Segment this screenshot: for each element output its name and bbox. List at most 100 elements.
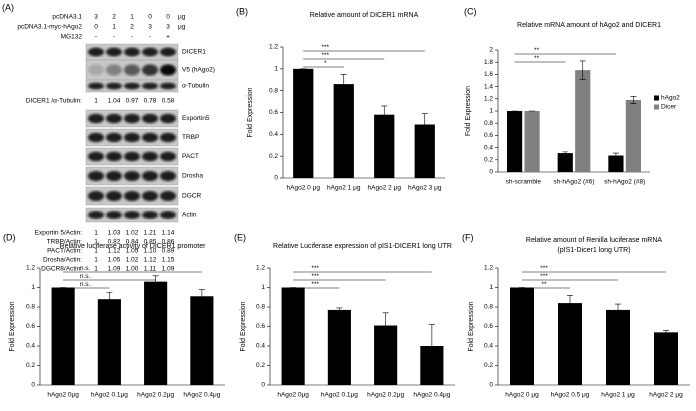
condition-unit: µg	[178, 14, 186, 21]
ratio-value: 1	[94, 248, 98, 255]
bar	[557, 153, 573, 172]
blot-band	[160, 190, 176, 202]
ratio-value: 0.85	[144, 239, 157, 246]
ratio-value: 0.82	[108, 239, 121, 246]
x-tick-label: hAgo2 0.2μg	[137, 392, 174, 399]
y-tick-label: 0.8	[26, 304, 35, 311]
bar	[374, 114, 395, 178]
x-tick-label: hAgo2 2 μg	[649, 392, 683, 399]
ratio-value: 1.04	[108, 98, 121, 105]
blot-band	[106, 151, 122, 162]
condition-value: -	[113, 34, 115, 41]
significance-label: n.s.	[80, 265, 91, 272]
y-tick-label: 0.6	[26, 323, 35, 330]
chart-title: Relative Luciferase expression of pIS1-D…	[273, 243, 452, 250]
band-label: V5 (hAgo2)	[182, 67, 215, 74]
y-axis-label: Fold Expression	[468, 301, 475, 351]
bar	[524, 111, 540, 172]
band-label: TRBP	[182, 134, 199, 141]
y-tick-label: 0.8	[484, 304, 493, 311]
blot-band	[106, 64, 122, 76]
y-tick-label: 1.2	[26, 265, 35, 272]
legend-swatch	[654, 104, 659, 110]
y-tick-label: 0.2	[26, 362, 35, 369]
y-tick-label: 1.8	[484, 59, 493, 66]
chart-title: Relative amount of Renilla luciferase mR…	[526, 237, 662, 244]
blot-band	[124, 64, 140, 76]
blot-band	[160, 47, 176, 57]
blot-band	[106, 82, 122, 90]
x-tick-label: hAgo2 3 μg	[408, 185, 442, 192]
blot-band	[160, 151, 176, 162]
panel-label: (A)	[2, 2, 14, 12]
blot-band	[88, 151, 104, 162]
x-tick-label: hAgo2 0.1μg	[91, 392, 128, 399]
y-tick-label: 1	[274, 66, 278, 73]
blot-band	[124, 47, 140, 57]
legend-label: Dicer	[661, 104, 677, 111]
ratio-value: 1.00	[126, 266, 139, 273]
y-tick-label: 0.4	[484, 343, 493, 350]
ratio-value: 1.15	[162, 257, 175, 264]
bar	[144, 281, 168, 385]
y-tick-label: 0	[261, 382, 265, 389]
significance-label: ***	[321, 44, 329, 51]
x-tick-label: hAgo2 1 μg	[327, 185, 361, 192]
ratio-value: 1.09	[108, 266, 121, 273]
blot-band	[106, 132, 122, 143]
blot-band	[88, 190, 104, 202]
x-tick-label: hAgo2 0 μg	[505, 392, 539, 399]
error-bar	[663, 330, 669, 335]
y-axis-label: Fold Expression	[240, 301, 247, 351]
panel-label: (F)	[462, 232, 474, 242]
blot-band	[88, 47, 104, 57]
bar	[510, 287, 534, 385]
y-tick-label: 2	[489, 47, 493, 54]
bar	[606, 309, 630, 385]
blot-band	[160, 64, 176, 76]
x-tick-label: sh-hAgo2 (#8)	[604, 179, 645, 186]
condition-value: -	[149, 34, 151, 41]
x-tick-label: hAgo2 2 μg	[368, 185, 402, 192]
ratio-value: 1.02	[126, 257, 139, 264]
blot-band	[142, 151, 158, 162]
error-bar	[612, 152, 619, 159]
error-bar	[381, 105, 388, 124]
ratio-name: Drosha/Actin:	[43, 257, 82, 264]
x-tick-label: hAgo2 1 μg	[601, 392, 635, 399]
condition-unit: µg	[178, 24, 186, 31]
condition-value: 0	[94, 24, 98, 31]
x-tick-label: sh-scramble	[506, 179, 542, 186]
bar	[327, 309, 351, 385]
error-bar	[152, 275, 159, 288]
ratio-value: 1.10	[144, 248, 157, 255]
blot-band	[124, 113, 140, 124]
bar	[333, 84, 354, 178]
ratio-name: TRBP/Actin:	[47, 239, 83, 246]
y-tick-label: 0.8	[256, 304, 265, 311]
chart-title: Relative amount of DICER1 mRNA	[310, 12, 419, 19]
blot-band	[160, 170, 176, 182]
condition-value: 3	[148, 24, 152, 31]
y-tick-label: 0.6	[269, 109, 278, 116]
bar	[281, 287, 305, 385]
blot-band	[124, 190, 140, 202]
significance-label: ***	[540, 273, 548, 280]
chart-panel: (D) Relative luciferase activity of DICER…	[3, 232, 225, 399]
significance-label: ***	[321, 52, 329, 59]
ratio-value: 1.03	[108, 230, 121, 237]
error-bar	[198, 289, 205, 304]
band-label: PACT	[182, 153, 199, 160]
ratio-value: 1.05	[108, 257, 121, 264]
y-tick-label: 0.4	[484, 144, 493, 151]
blot-band	[88, 211, 104, 219]
y-tick-label: 0.8	[269, 87, 278, 94]
significance-label: ***	[311, 265, 319, 272]
band-label: Drosha	[182, 173, 203, 180]
y-tick-label: 0.4	[256, 343, 265, 350]
significance-label: ***	[540, 265, 548, 272]
x-tick-label: hAgo2 0 μg	[287, 185, 321, 192]
panel-label: (D)	[3, 232, 16, 242]
ratio-value: 1.12	[108, 248, 121, 255]
ratio-value: 1	[94, 230, 98, 237]
